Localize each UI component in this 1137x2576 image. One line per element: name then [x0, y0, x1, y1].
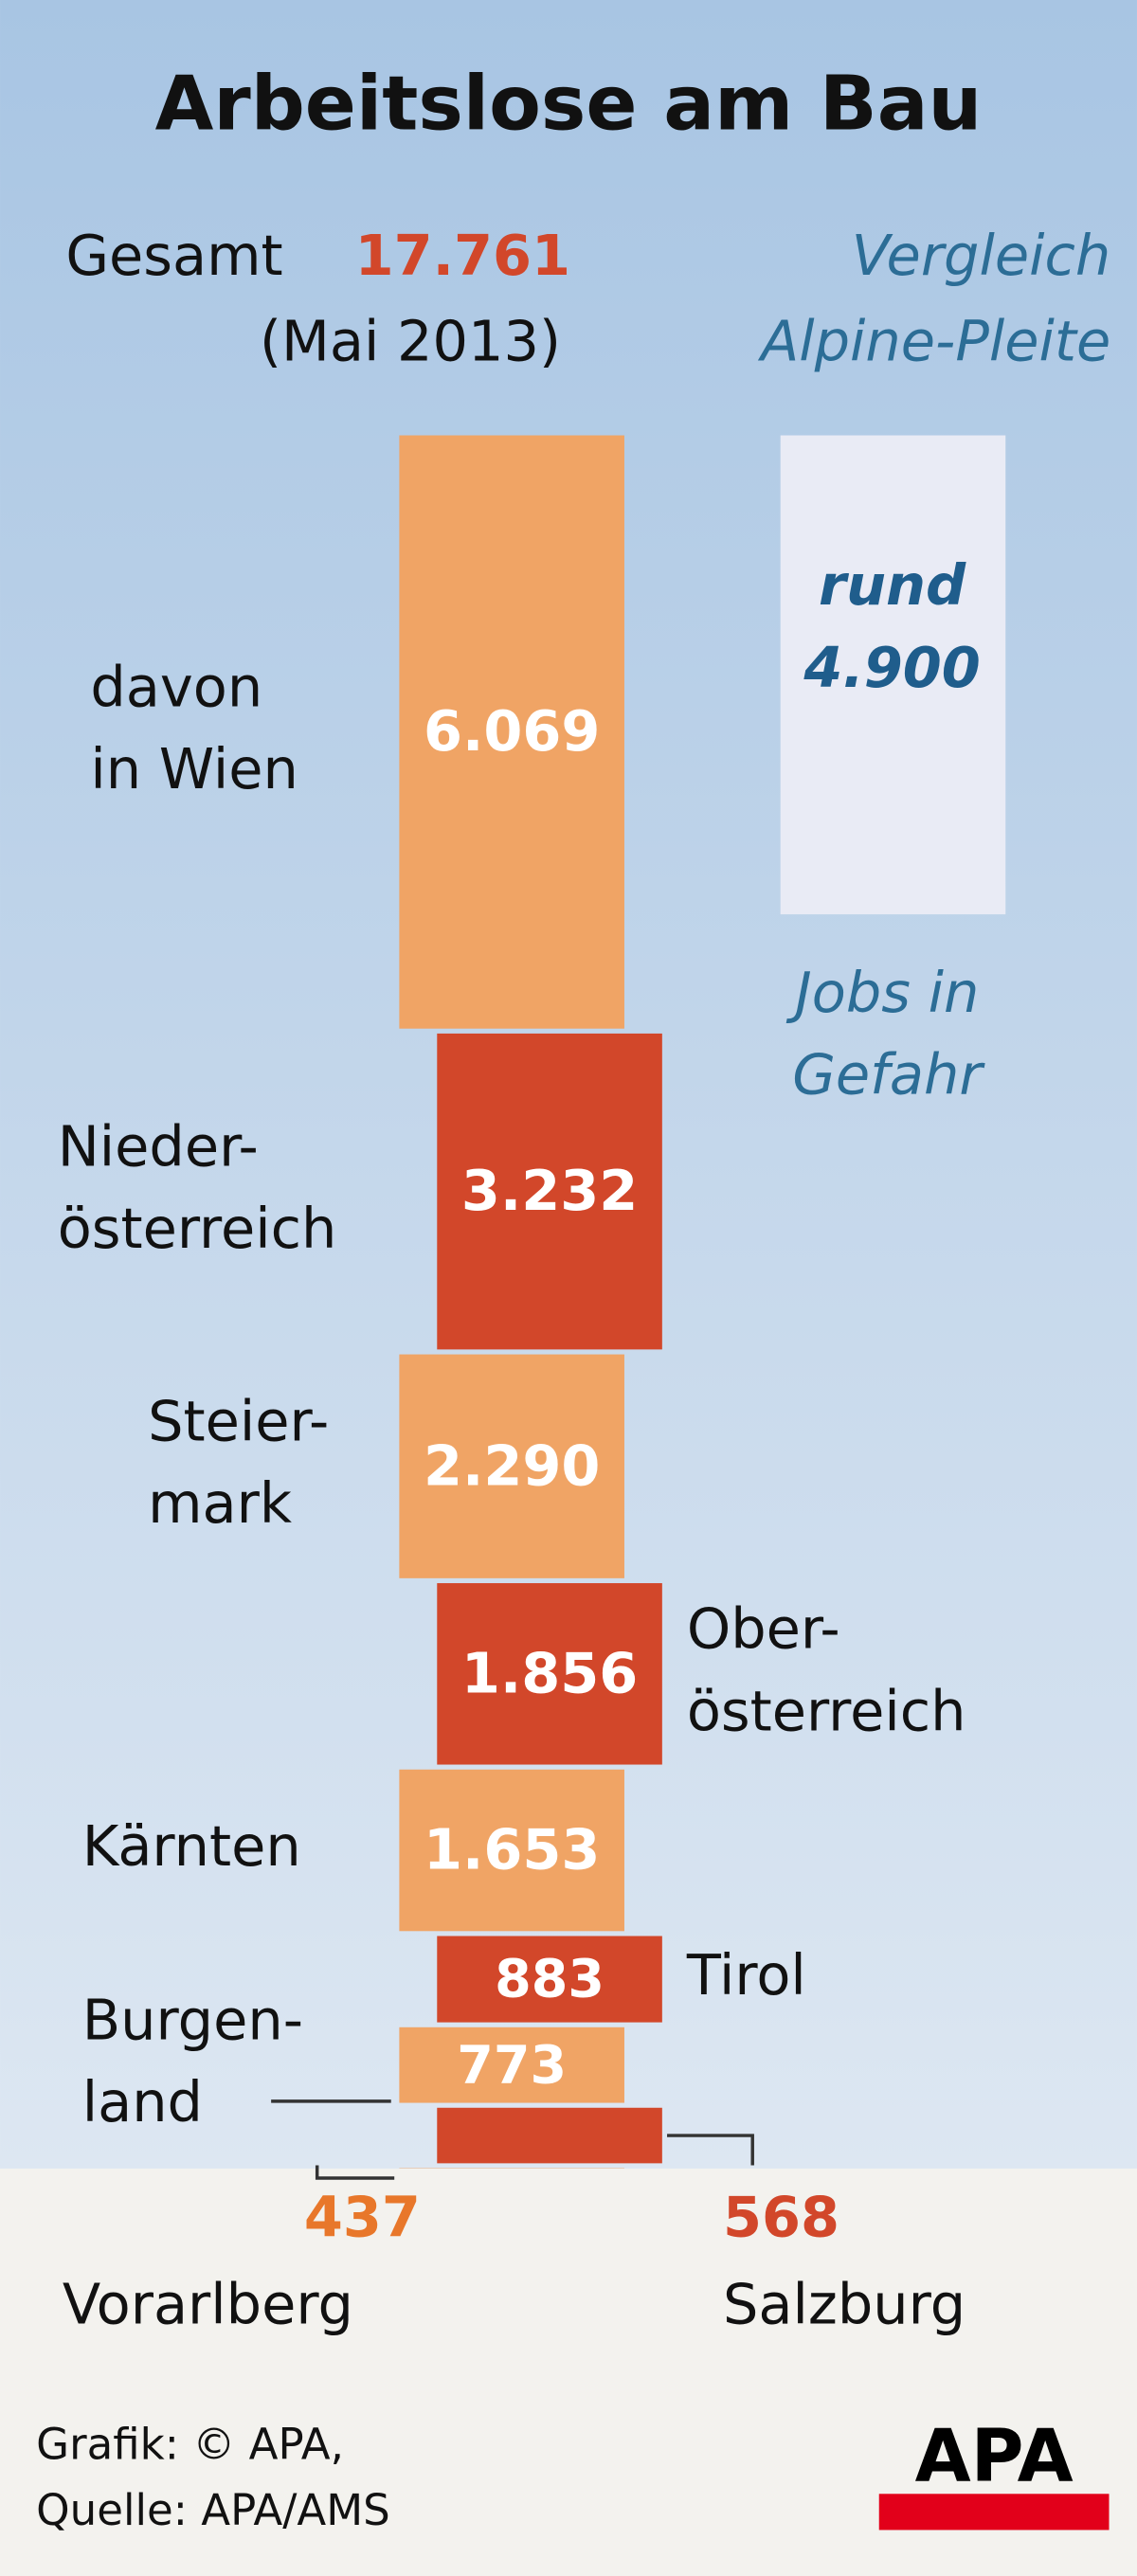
comparison-value: 4.900 — [803, 635, 980, 700]
logo-bar — [878, 2494, 1110, 2531]
bar — [437, 1033, 662, 1350]
period: (Mai 2013) — [260, 308, 561, 373]
value-label: 6.069 — [424, 698, 600, 764]
category-label: österreich — [58, 1196, 337, 1261]
comparison-bar — [780, 435, 1006, 915]
chart-title: Arbeitslose am Bau — [155, 59, 983, 147]
value-label: 2.290 — [424, 1432, 600, 1498]
comparison-heading: Vergleich — [852, 223, 1111, 288]
value-label: 3.232 — [461, 1158, 638, 1223]
logo: APA — [915, 2414, 1074, 2498]
total-text: Gesamt — [65, 223, 282, 288]
bar — [437, 2107, 662, 2164]
category-label: Burgen- — [82, 1987, 303, 2052]
value-label: 773 — [457, 2035, 567, 2096]
category-label: in Wien — [90, 736, 298, 802]
value-label: 1.653 — [424, 1817, 600, 1882]
comparison-heading: Alpine-Pleite — [757, 308, 1110, 373]
value-label: 568 — [723, 2185, 839, 2250]
bar — [399, 1769, 624, 1932]
bar — [399, 2027, 624, 2103]
category-label: Salzburg — [723, 2271, 966, 2336]
connector — [315, 2165, 395, 2180]
credit: Grafik: © APA, — [36, 2420, 344, 2470]
category-label: land — [82, 2069, 203, 2135]
category-label: davon — [90, 654, 262, 719]
source: Quelle: APA/AMS — [36, 2485, 390, 2535]
value-label: 437 — [304, 2185, 421, 2250]
category-label: Steier- — [148, 1388, 329, 1453]
category-label: Vorarlberg — [63, 2271, 353, 2336]
bar — [437, 1583, 662, 1765]
category-label: Tirol — [686, 1942, 806, 2008]
comparison-caption: Gefahr — [792, 1042, 985, 1108]
connector — [667, 2134, 754, 2166]
value-label: 1.856 — [461, 1640, 638, 1705]
bar — [437, 1936, 662, 2023]
value-label: 883 — [495, 1950, 605, 2010]
bar — [399, 1354, 624, 1578]
category-label: Kärnten — [82, 1813, 301, 1879]
comparison-prefix: rund — [819, 552, 966, 618]
category-label: Nieder- — [58, 1113, 259, 1179]
total-value: 17.761 — [355, 223, 570, 288]
category-label: österreich — [687, 1678, 966, 1743]
category-label: Ober- — [687, 1596, 840, 1662]
bar — [399, 435, 624, 1029]
category-label: mark — [148, 1470, 292, 1536]
comparison-caption: Jobs in — [785, 960, 979, 1025]
